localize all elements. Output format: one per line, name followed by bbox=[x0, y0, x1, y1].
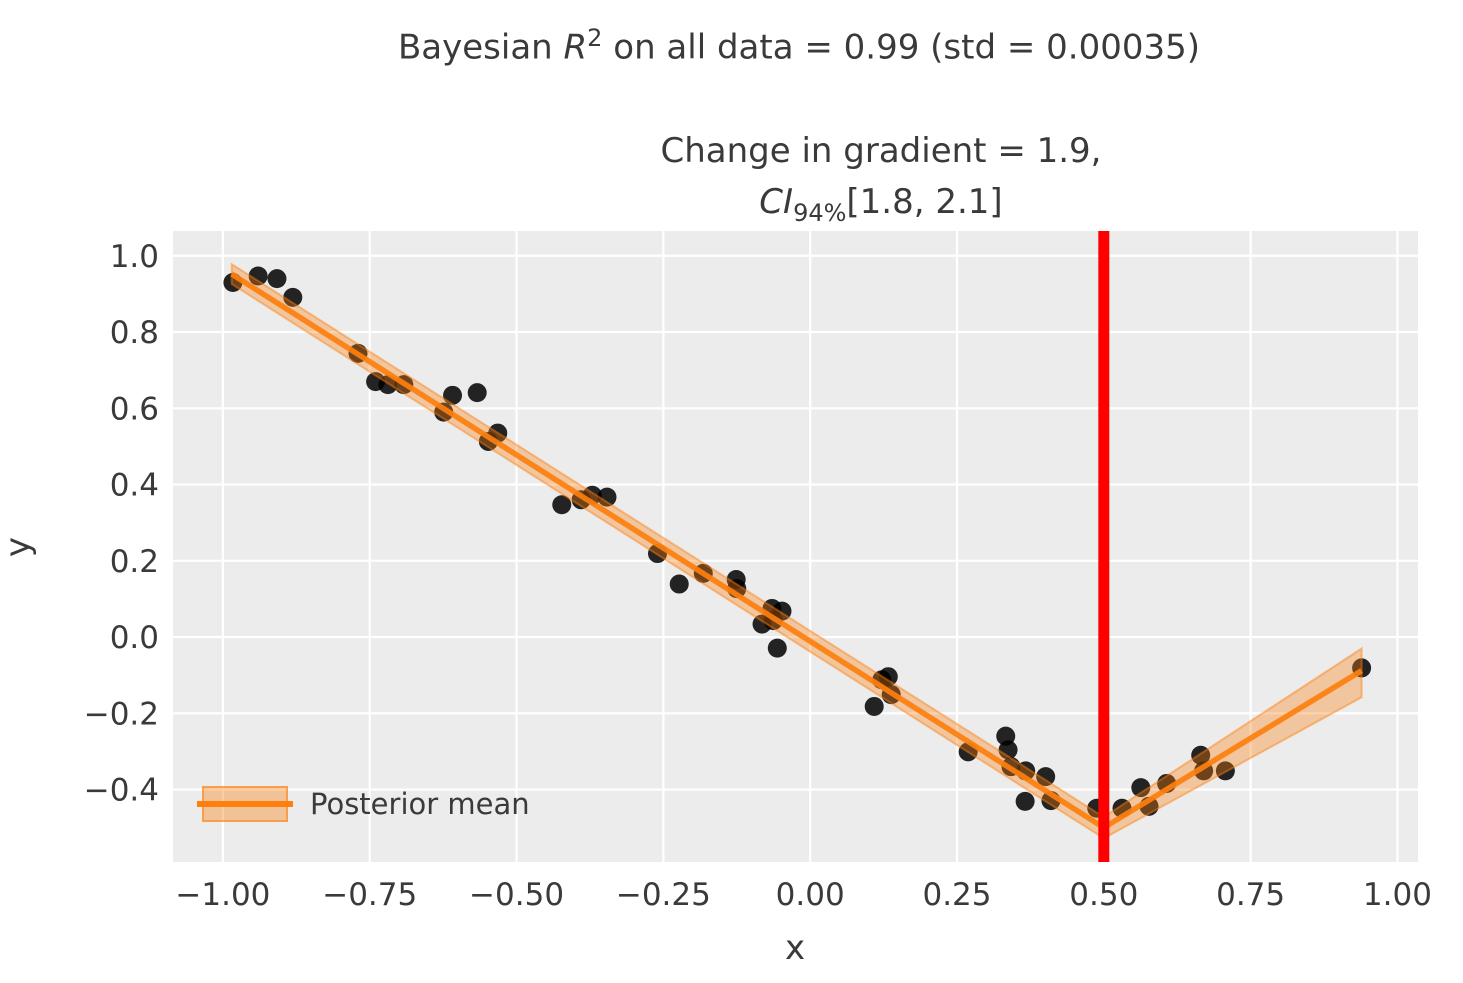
x-tick-label: 0.75 bbox=[1216, 877, 1285, 913]
data-point bbox=[552, 495, 572, 515]
x-tick-label: −1.00 bbox=[175, 877, 270, 913]
y-tick-label: −0.4 bbox=[84, 773, 159, 809]
x-tick-label: 0.25 bbox=[922, 877, 991, 913]
chart-title-suffix: on all data = 0.99 (std = 0.00035) bbox=[602, 27, 1201, 68]
data-point bbox=[864, 696, 884, 716]
y-tick-label: 0.4 bbox=[110, 468, 159, 504]
x-tick-label: −0.25 bbox=[616, 877, 711, 913]
y-tick-label: 0.6 bbox=[110, 391, 159, 427]
x-tick-label: 0.00 bbox=[776, 877, 845, 913]
data-point bbox=[443, 385, 463, 405]
x-tick-label: −0.50 bbox=[469, 877, 564, 913]
subtitle-suffix: [1.8, 2.1] bbox=[846, 182, 1003, 222]
subtitle-subscript: 94% bbox=[793, 198, 847, 227]
chart-title-superscript: 2 bbox=[587, 24, 603, 52]
x-axis-label: x bbox=[784, 928, 806, 968]
data-point bbox=[998, 740, 1018, 760]
posterior-mean-line bbox=[1102, 668, 1364, 831]
y-tick-label: 0.8 bbox=[110, 315, 159, 351]
x-tick-label: −0.75 bbox=[322, 877, 417, 913]
chart-title: Bayesian R2 on all data = 0.99 (std = 0.… bbox=[398, 24, 1200, 67]
data-point bbox=[767, 638, 787, 658]
x-tick-label: 0.50 bbox=[1069, 877, 1138, 913]
subtitle-math-var: CI bbox=[759, 182, 794, 222]
chart-title-math-var: R bbox=[563, 27, 588, 68]
posterior-mean-line bbox=[230, 271, 1106, 831]
y-tick-label: −0.2 bbox=[84, 696, 159, 732]
y-axis-label: y bbox=[0, 536, 38, 558]
data-point bbox=[1191, 745, 1211, 765]
data-point bbox=[248, 266, 268, 286]
data-point bbox=[378, 375, 398, 395]
data-point bbox=[597, 487, 617, 507]
data-point bbox=[1215, 761, 1235, 781]
legend: Posterior mean bbox=[197, 786, 530, 822]
y-tick-label: 0.2 bbox=[110, 544, 159, 580]
subtitle-line1: Change in gradient = 1.9, bbox=[660, 131, 1102, 171]
chart-title-prefix: Bayesian bbox=[397, 27, 564, 68]
legend-label: Posterior mean bbox=[310, 787, 530, 821]
data-point bbox=[772, 601, 792, 621]
data-point bbox=[1015, 791, 1035, 811]
data-point bbox=[267, 269, 287, 289]
data-point bbox=[1036, 767, 1056, 787]
chart-subtitle: Change in gradient = 1.9, CI94%[1.8, 2.1] bbox=[661, 126, 1102, 239]
x-tick-label: 1.00 bbox=[1363, 877, 1432, 913]
plot-background bbox=[173, 231, 1418, 862]
y-tick-label: 0.0 bbox=[110, 620, 159, 656]
data-point bbox=[283, 287, 303, 307]
data-point bbox=[1131, 778, 1151, 798]
data-point bbox=[669, 574, 689, 594]
posterior-mean-swatch bbox=[197, 786, 293, 822]
posterior-mean-line-sample bbox=[197, 801, 293, 807]
y-tick-label: 1.0 bbox=[110, 239, 159, 275]
data-point bbox=[467, 383, 487, 403]
data-point bbox=[878, 667, 898, 687]
